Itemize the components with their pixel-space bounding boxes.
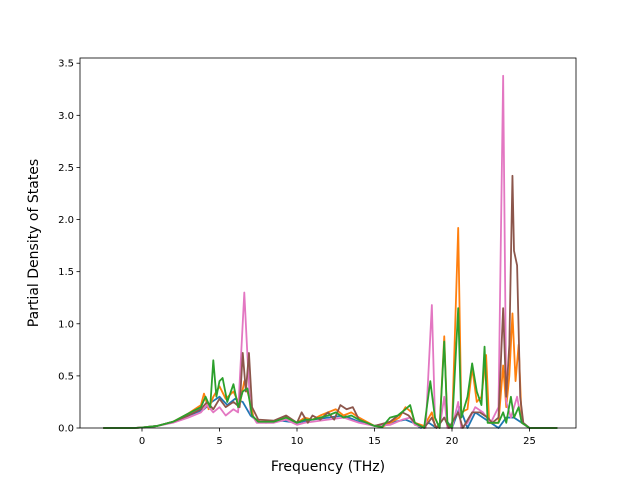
y-tick-label: 2.5 xyxy=(58,163,74,174)
x-tick-label: 20 xyxy=(446,436,459,447)
y-tick-label: 0.5 xyxy=(58,371,74,382)
y-tick-label: 1.5 xyxy=(58,267,74,278)
x-tick-label: 5 xyxy=(216,436,222,447)
y-axis-label: Partial Density of States xyxy=(26,159,42,327)
y-axis-ticks: 0.0 0.5 1.0 1.5 2.0 2.5 3.0 3.5 xyxy=(58,59,80,435)
series-layer xyxy=(103,74,558,429)
y-tick-label: 0.0 xyxy=(58,424,74,435)
y-tick-label: 3.5 xyxy=(58,59,74,70)
y-tick-label: 2.0 xyxy=(58,215,74,226)
series-line-5 xyxy=(103,307,558,429)
x-tick-label: 25 xyxy=(523,436,536,447)
y-tick-label: 1.0 xyxy=(58,319,74,330)
x-tick-label: 15 xyxy=(368,436,381,447)
series-line-4 xyxy=(103,174,558,429)
x-axis-label: Frequency (THz) xyxy=(271,459,385,475)
x-tick-label: 10 xyxy=(291,436,304,447)
x-tick-label: 0 xyxy=(139,436,145,447)
y-tick-label: 3.0 xyxy=(58,111,74,122)
plot-frame xyxy=(79,57,577,429)
x-axis-ticks: 0 5 10 15 20 25 xyxy=(139,428,536,447)
